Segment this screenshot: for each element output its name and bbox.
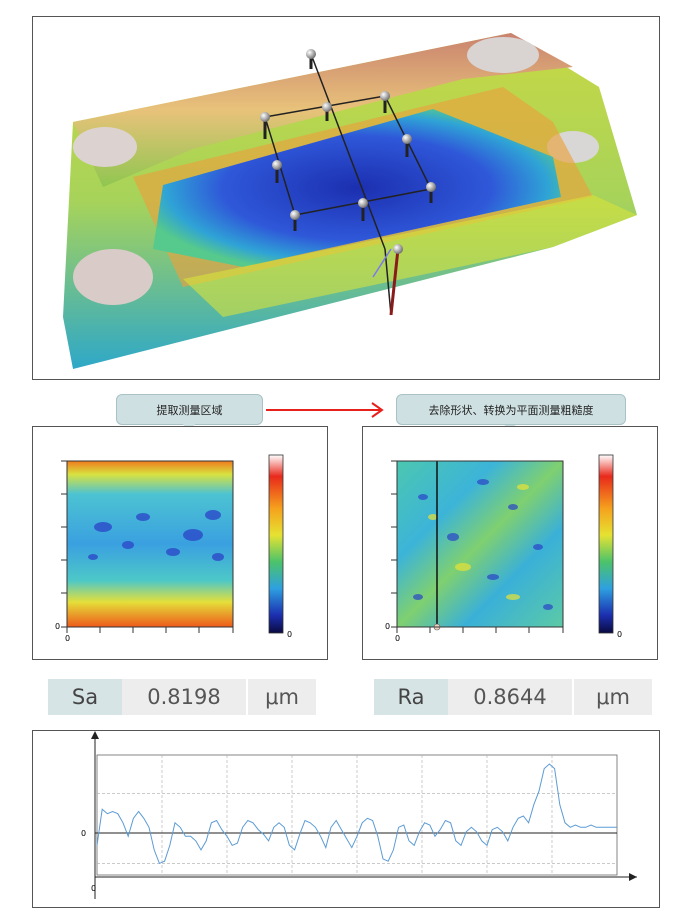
extracted-region-panel: 0 0 0 — [32, 426, 328, 660]
flattened-map-peaks — [428, 484, 529, 600]
profile-grid — [96, 754, 618, 876]
ra-label: Ra — [374, 679, 448, 715]
worn-corner-right — [467, 37, 539, 73]
lower-band — [183, 195, 637, 317]
remove-form-label: 去除形状、转换为平面测量粗糙度 — [428, 403, 594, 417]
roughness-profile-panel: 0 0 — [32, 730, 660, 908]
sa-value: 0.8198 — [122, 679, 246, 715]
extracted-height-map: 0 0 0 — [55, 454, 292, 643]
height-map-ticks — [61, 460, 234, 633]
profile-series-line — [96, 763, 617, 865]
flattened-map-ticks — [391, 460, 564, 633]
height-map-image — [67, 461, 233, 627]
process-arrow-head — [371, 402, 384, 418]
profile-x-axis-arrow — [629, 873, 637, 881]
flattened-region-panel: 0 0 0 — [362, 426, 658, 660]
ra-unit: μm — [572, 679, 652, 715]
flattened-map-image — [397, 461, 563, 627]
flattened-height-map: 0 0 0 — [385, 454, 622, 643]
surface-3d-panel — [32, 16, 660, 380]
sa-label: Sa — [48, 679, 122, 715]
color-scale-zero: 0 — [287, 630, 292, 639]
flattened-map-x-zero: 0 — [395, 634, 400, 643]
height-map-y-zero: 0 — [55, 622, 60, 631]
extract-region-label: 提取测量区域 — [156, 403, 223, 417]
sa-readout: Sa 0.8198 μm — [48, 679, 316, 715]
profile-x-zero-label: 0 — [91, 884, 96, 893]
profile-y-axis-arrow — [91, 731, 99, 739]
worn-corner-left — [73, 127, 137, 167]
height-map-x-zero: 0 — [65, 634, 70, 643]
surface-3d-view — [63, 33, 637, 369]
frame-pins — [260, 49, 436, 316]
remove-form-callout: 去除形状、转换为平面测量粗糙度 — [396, 394, 626, 425]
measurement-pit — [153, 109, 561, 267]
worn-corner-front-left — [73, 249, 153, 305]
height-map-pits — [88, 510, 224, 561]
flattened-color-scale-zero: 0 — [617, 630, 622, 639]
ra-readout: Ra 0.8644 μm — [374, 679, 652, 715]
callout-pointers — [183, 402, 516, 434]
roughness-profile-chart: 0 0 — [81, 731, 637, 899]
flattened-map-y-zero: 0 — [385, 622, 390, 631]
ra-value: 0.8644 — [448, 679, 572, 715]
profile-y-zero-label: 0 — [81, 829, 86, 838]
sa-unit: μm — [246, 679, 316, 715]
flattened-color-scale-bar — [598, 454, 614, 634]
color-scale-bar — [268, 454, 284, 634]
flattened-map-pits — [413, 479, 553, 610]
